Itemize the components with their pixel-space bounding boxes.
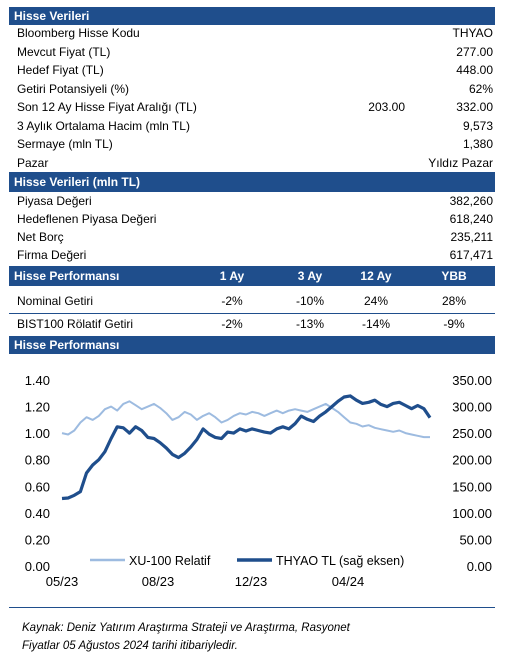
y-left-tick-label: 0.20 — [25, 532, 50, 547]
table-row: Pazar Yıldız Pazar — [9, 155, 495, 173]
cell-1ay: -2% — [221, 317, 243, 331]
source-note: Kaynak: Deniz Yatırım Araştırma Strateji… — [22, 622, 350, 634]
legend-label-thyao: THYAO TL (sağ eksen) — [276, 554, 404, 568]
section-title: Hisse Verileri — [14, 9, 90, 23]
row-label: 3 Aylık Ortalama Hacim (mln TL) — [17, 118, 190, 133]
section-title: Hisse Verileri (mln TL) — [14, 175, 141, 189]
x-tick-label: 12/23 — [235, 574, 268, 589]
row-label: Pazar — [17, 155, 49, 170]
row-label: Bloomberg Hisse Kodu — [17, 26, 140, 40]
section-header-hisse-performansi: Hisse Performansı 1 Ay 3 Ay 12 Ay YBB — [9, 266, 495, 286]
table-row: Hedef Fiyat (TL) 448.00 — [9, 62, 495, 79]
cell-3ay: -10% — [295, 294, 324, 308]
table-row: Net Borç 235,211 — [9, 229, 495, 246]
y-left-tick-label: 0.40 — [25, 506, 50, 521]
row-value: 618,240 — [449, 212, 493, 226]
column-header-12ay: 12 Ay — [360, 269, 392, 283]
x-tick-label: 05/23 — [46, 574, 79, 589]
table-row-bist100-rolatif: BIST100 Rölatif Getiri -2% -13% -14% -9% — [9, 315, 495, 335]
y-left-tick-label: 1.40 — [25, 373, 50, 388]
row-value: THYAO — [452, 26, 493, 40]
series-line-thyao — [61, 394, 432, 501]
column-header-3ay: 3 Ay — [297, 269, 323, 283]
x-tick-label: 08/23 — [142, 574, 175, 589]
cell-1ay: -2% — [221, 294, 243, 308]
section-header-hisse-verileri-mln: Hisse Verileri (mln TL) — [9, 173, 495, 192]
y-left-tick-label: 0.00 — [25, 559, 50, 574]
cell-ybb: 28% — [441, 294, 467, 308]
legend-label-xu100: XU-100 Relatif — [129, 554, 211, 568]
row-value: 277.00 — [456, 44, 493, 59]
row-value: 332.00 — [456, 100, 493, 114]
y-right-tick-label: 50.00 — [459, 532, 492, 547]
series-line-xu100-relatif — [61, 400, 430, 439]
cell-3ay: -13% — [295, 317, 324, 331]
y-right-tick-label: 200.00 — [452, 453, 492, 468]
row-label: Net Borç — [17, 230, 64, 244]
column-header-ybb: YBB — [441, 269, 467, 283]
section-title: Hisse Performansı — [14, 269, 120, 283]
row-label: Getiri Potansiyeli (%) — [17, 81, 130, 96]
divider — [9, 313, 495, 314]
x-tick-label: 04/24 — [332, 574, 365, 589]
row-value: Yıldız Pazar — [428, 155, 493, 170]
row-label: BIST100 Rölatif Getiri — [17, 317, 134, 331]
row-value: 448.00 — [456, 63, 493, 77]
row-mid-value: 203.00 — [368, 100, 405, 114]
performance-chart: 0.00 0.20 0.40 0.60 0.80 1.00 1.20 1.40 0.00 50.0… — [25, 373, 492, 589]
row-value: 617,471 — [449, 248, 493, 262]
row-label: Piyasa Değeri — [17, 194, 92, 208]
source-date: Fiyatlar 05 Ağustos 2024 tarihi itibariy… — [22, 640, 238, 652]
table-row: Firma Değeri 617,471 — [9, 247, 495, 264]
table-row: Hedeflenen Piyasa Değeri 618,240 — [9, 211, 495, 228]
y-right-tick-label: 0.00 — [467, 559, 492, 574]
table-row-nominal-getiri: Nominal Getiri -2% -10% 24% 28% — [9, 292, 495, 312]
row-value: 1,380 — [462, 137, 493, 151]
y-right-tick-label: 100.00 — [452, 506, 492, 521]
row-label: Mevcut Fiyat (TL) — [17, 44, 111, 59]
row-value: 235,211 — [450, 230, 494, 244]
row-value: 9,573 — [462, 118, 493, 133]
y-right-tick-label: 150.00 — [452, 479, 492, 494]
row-value: 62% — [468, 81, 493, 96]
column-header-1ay: 1 Ay — [219, 269, 245, 283]
section-header-hisse-performansi-chart: Hisse Performansı — [9, 336, 495, 354]
table-row: Sermaye (mln TL) 1,380 — [9, 136, 495, 153]
cell-12ay: -14% — [361, 317, 390, 331]
y-left-tick-label: 1.20 — [25, 400, 50, 415]
y-left-tick-label: 0.60 — [25, 479, 50, 494]
table-row: 3 Aylık Ortalama Hacim (mln TL) 9,573 — [9, 118, 495, 135]
row-label: Hedef Fiyat (TL) — [17, 63, 104, 77]
table-row: Bloomberg Hisse Kodu THYAO — [9, 25, 495, 42]
y-left-tick-label: 1.00 — [25, 426, 50, 441]
y-right-tick-label: 350.00 — [452, 373, 492, 388]
divider — [9, 607, 495, 608]
y-right-tick-label: 250.00 — [452, 426, 492, 441]
row-label: Hedeflenen Piyasa Değeri — [17, 212, 157, 226]
row-label: Son 12 Ay Hisse Fiyat Aralığı (TL) — [17, 100, 197, 114]
row-label: Nominal Getiri — [17, 294, 94, 308]
row-label: Firma Değeri — [17, 248, 87, 262]
cell-ybb: -9% — [443, 317, 465, 331]
y-right-tick-label: 300.00 — [452, 400, 492, 415]
section-header-hisse-verileri: Hisse Verileri — [9, 7, 495, 25]
row-value: 382,260 — [449, 194, 493, 208]
y-left-tick-label: 0.80 — [25, 453, 50, 468]
cell-12ay: 24% — [363, 294, 389, 308]
table-row: Getiri Potansiyeli (%) 62% — [9, 81, 495, 98]
table-row: Son 12 Ay Hisse Fiyat Aralığı (TL) 203.00… — [9, 99, 495, 116]
table-row: Piyasa Değeri 382,260 — [9, 193, 495, 210]
table-row: Mevcut Fiyat (TL) 277.00 — [9, 44, 495, 61]
section-title: Hisse Performansı — [14, 338, 120, 352]
row-label: Sermaye (mln TL) — [17, 137, 113, 151]
